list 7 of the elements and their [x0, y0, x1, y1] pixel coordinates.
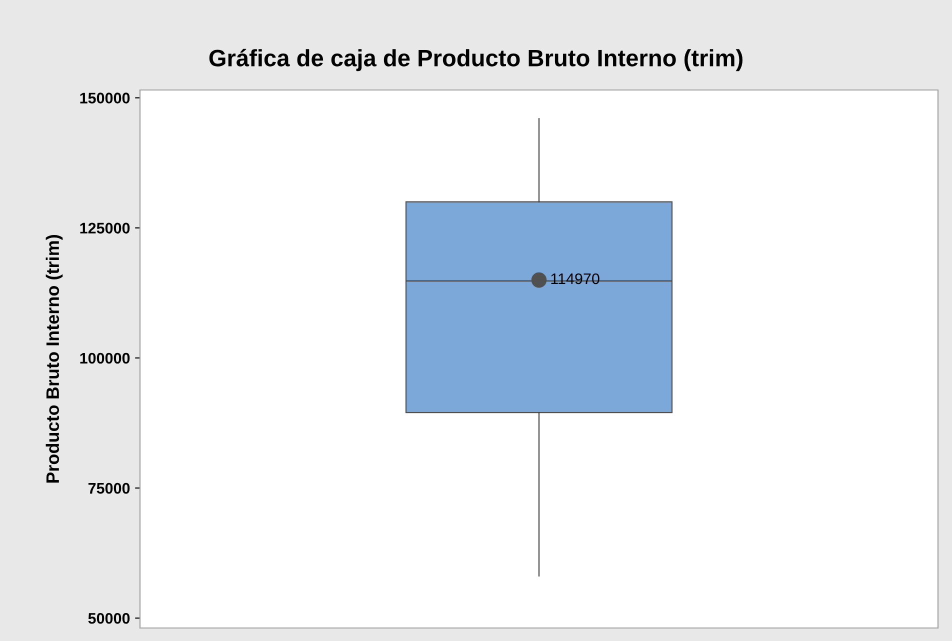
y-tick-label: 75000 — [88, 482, 130, 494]
y-tick-label: 125000 — [80, 222, 130, 234]
y-tick-label: 100000 — [80, 352, 130, 364]
y-tick-label: 50000 — [88, 612, 130, 624]
y-axis-title: Producto Bruto Interno (trim) — [46, 235, 63, 483]
chart-title: Gráfica de caja de Producto Bruto Interno (trim) — [209, 48, 742, 72]
y-tick-label: 150000 — [80, 92, 130, 104]
